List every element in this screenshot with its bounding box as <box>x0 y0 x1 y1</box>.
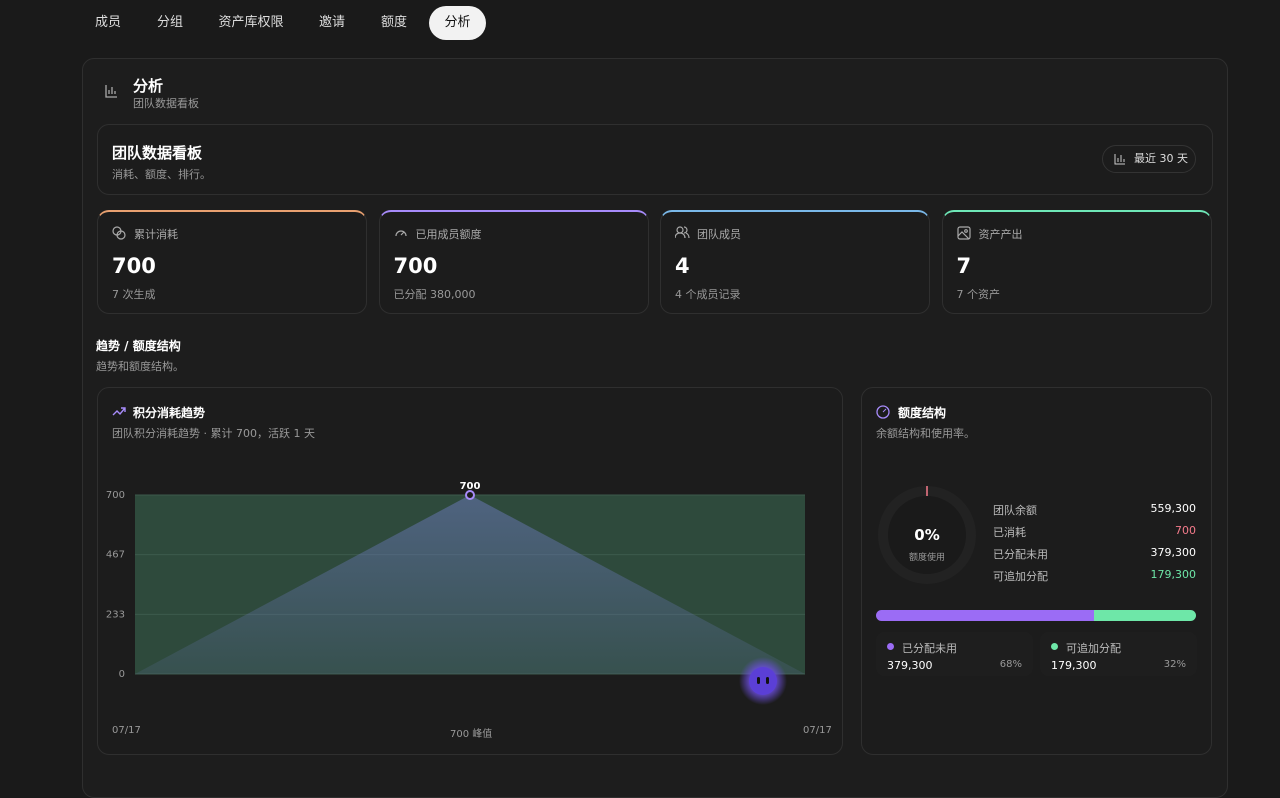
stat-card: 累计消耗 700 7 次生成 <box>97 210 367 314</box>
row-value: 179,300 <box>1150 568 1197 581</box>
legend-dot <box>1051 643 1058 650</box>
y-tick-label: 233 <box>106 609 125 620</box>
legend-dot <box>887 643 894 650</box>
x-end-label: 07/17 <box>803 725 832 736</box>
quota-row: 已消耗 700 <box>993 524 1196 540</box>
trend-chart: 0 233 467 700 700 <box>106 481 805 680</box>
stat-note: 7 个资产 <box>956 288 1001 301</box>
icon <box>105 85 117 98</box>
icon <box>112 226 126 240</box>
stat-label: 累计消耗 <box>134 228 178 241</box>
x-start-label: 07/17 <box>112 725 141 736</box>
area <box>135 495 805 674</box>
stat-label: 团队成员 <box>697 228 741 241</box>
allocation-bar <box>876 610 1196 621</box>
section-subtitle: 趋势和额度结构。 <box>96 360 184 373</box>
icon <box>1114 154 1125 165</box>
icon <box>394 230 407 237</box>
usage-caption: 额度使用 <box>908 553 945 563</box>
tab-active[interactable]: 分析 <box>429 6 486 40</box>
stat-label: 资产产出 <box>978 228 1023 241</box>
row-label: 已分配未用 <box>993 548 1048 561</box>
stat-label: 已用成员额度 <box>415 228 482 241</box>
bar-segment <box>1093 610 1196 621</box>
app: 成员 分组 资产库权限 邀请 额度 分析 分析 团队数据看板 团队数据看板 消耗… <box>82 6 1228 798</box>
legend-item <box>1040 632 1197 676</box>
row-label: 团队余额 <box>993 504 1037 517</box>
section-title: 趋势 / 额度结构 <box>96 339 181 353</box>
tab[interactable]: 分组 <box>156 15 183 30</box>
dashboard-title: 团队数据看板 <box>112 144 203 162</box>
page: 成员 分组 资产库权限 邀请 额度 分析 分析 团队数据看板 团队数据看板 消耗… <box>82 6 1228 798</box>
stat-card: 团队成员 4 4 个成员记录 <box>660 210 930 314</box>
peak-label: 700 峰值 <box>450 729 493 740</box>
trend-title: 积分消耗趋势 <box>133 406 206 420</box>
range-button[interactable]: 最近 30 天 <box>1102 145 1196 173</box>
icon <box>112 407 126 416</box>
stat-value: 7 <box>956 254 972 278</box>
legend-amount: 379,300 <box>887 659 933 672</box>
legend-label: 已分配未用 <box>902 642 957 655</box>
row-value: 559,300 <box>1150 502 1197 515</box>
legend-item <box>876 632 1033 676</box>
page-subtitle: 团队数据看板 <box>133 97 199 110</box>
row-value: 379,300 <box>1150 546 1197 559</box>
quota-subtitle: 余额结构和使用率。 <box>876 427 975 440</box>
y-tick-label: 700 <box>106 490 125 501</box>
stat-card: 已用成员额度 700 已分配 380,000 <box>378 210 649 314</box>
mascot <box>739 657 787 705</box>
legend-share: 32% <box>1163 659 1186 670</box>
quota-row: 可追加分配 179,300 <box>993 568 1196 584</box>
legend-share: 68% <box>999 659 1022 670</box>
bar-segment <box>876 610 1094 621</box>
tab[interactable]: 邀请 <box>318 15 345 30</box>
dashboard-subtitle: 消耗、额度、排行。 <box>112 168 211 181</box>
stat-value: 700 <box>393 254 438 278</box>
dashboard-card <box>97 124 1213 195</box>
icon <box>956 226 971 240</box>
stat-note: 已分配 380,000 <box>393 288 476 301</box>
tab[interactable]: 额度 <box>380 15 407 30</box>
stat-note: 4 个成员记录 <box>675 288 741 301</box>
stat-value: 4 <box>675 254 690 278</box>
y-tick-label: 467 <box>106 550 125 561</box>
peak-marker <box>465 490 475 500</box>
usage-donut <box>878 486 976 584</box>
row-label: 已消耗 <box>993 526 1026 539</box>
quota-row: 已分配未用 379,300 <box>993 546 1196 562</box>
legend-amount: 179,300 <box>1051 659 1097 672</box>
stat-value: 700 <box>112 254 156 278</box>
trend-subtitle: 团队积分消耗趋势 · 累计 700，活跃 1 天 <box>112 427 315 440</box>
page-title: 分析 <box>133 77 164 95</box>
row-label: 可追加分配 <box>993 570 1048 583</box>
y-tick-label: 0 <box>119 669 125 680</box>
quota-row: 团队余额 559,300 <box>993 502 1196 518</box>
data-label: 700 <box>460 481 481 492</box>
icon <box>675 226 690 239</box>
row-value: 700 <box>1175 524 1196 537</box>
legend-label: 可追加分配 <box>1066 642 1121 655</box>
icon <box>876 405 890 419</box>
tab[interactable]: 成员 <box>94 15 121 30</box>
stat-card: 资产产出 7 7 个资产 <box>941 210 1212 314</box>
quota-title: 额度结构 <box>898 406 947 420</box>
usage-value: 0% <box>914 526 940 544</box>
stat-note: 7 次生成 <box>112 288 156 301</box>
tab[interactable]: 资产库权限 <box>218 15 284 30</box>
